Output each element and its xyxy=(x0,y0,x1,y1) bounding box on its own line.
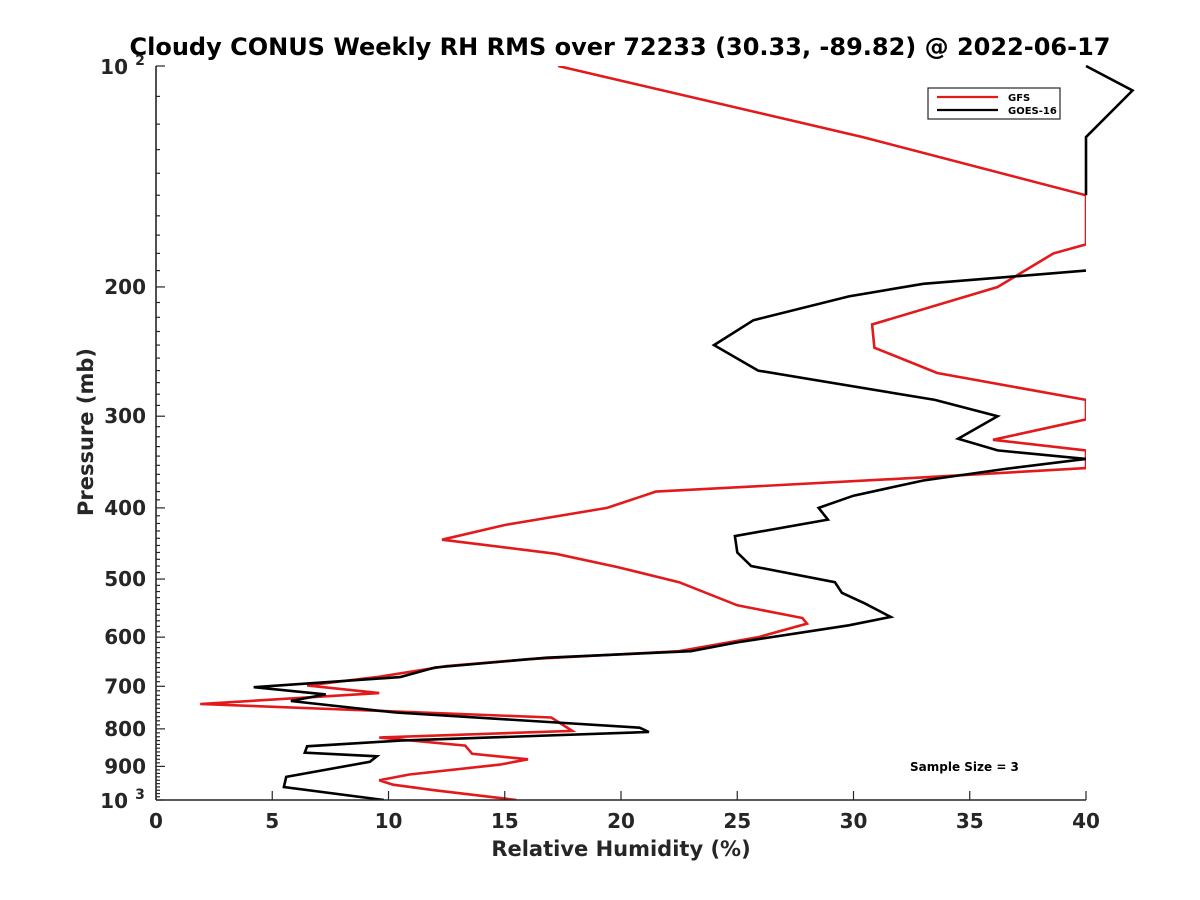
series-line-gfs xyxy=(200,66,1086,800)
y-tick-label: 900 xyxy=(104,754,146,778)
x-tick-label: 30 xyxy=(840,809,868,833)
y-tick-label: 800 xyxy=(104,717,146,741)
legend-box xyxy=(927,87,1061,120)
tick-labels: 0 5 10 15 20 25 30 35 40 10 2 200 300 400 500 600 700 800… xyxy=(100,53,1100,833)
y-tick-label: 10 xyxy=(100,789,128,813)
x-tick-label: 35 xyxy=(956,809,984,833)
x-tick-label: 5 xyxy=(265,809,279,833)
y-tick-label: 600 xyxy=(104,625,146,649)
y-tick-label: 500 xyxy=(104,567,146,591)
series-layer xyxy=(200,64,1135,800)
x-tick-label: 10 xyxy=(375,809,403,833)
y-axis-label: Pressure (mb) xyxy=(74,348,98,516)
y-tick-exponent: 2 xyxy=(135,53,145,69)
x-axis-label: Relative Humidity (%) xyxy=(491,837,750,861)
series-offscale-goes-16 xyxy=(1084,64,1135,196)
x-tick-label: 25 xyxy=(723,809,751,833)
x-tick-label: 40 xyxy=(1072,809,1100,833)
series-group xyxy=(200,66,1086,800)
legend: GFS GOES-16 xyxy=(927,87,1061,120)
y-tick-label: 400 xyxy=(104,496,146,520)
x-tick-label: 0 xyxy=(149,809,163,833)
series-line-goes-16 xyxy=(253,269,1086,800)
legend-goes-label: GOES-16 xyxy=(1008,106,1057,117)
y-tick-label: 10 xyxy=(100,55,128,79)
axes xyxy=(155,65,1087,801)
legend-gfs-label: GFS xyxy=(1008,93,1030,104)
y-tick-label: 200 xyxy=(104,275,146,299)
y-tick-label: 300 xyxy=(104,404,146,428)
x-tick-label: 20 xyxy=(607,809,635,833)
x-tick-label: 15 xyxy=(491,809,519,833)
chart-title: Cloudy CONUS Weekly RH RMS over 72233 (3… xyxy=(130,33,1111,61)
sample-size-annotation: Sample Size = 3 xyxy=(910,760,1019,774)
y-tick-label: 700 xyxy=(104,674,146,698)
y-tick-exponent: 3 xyxy=(135,787,145,803)
